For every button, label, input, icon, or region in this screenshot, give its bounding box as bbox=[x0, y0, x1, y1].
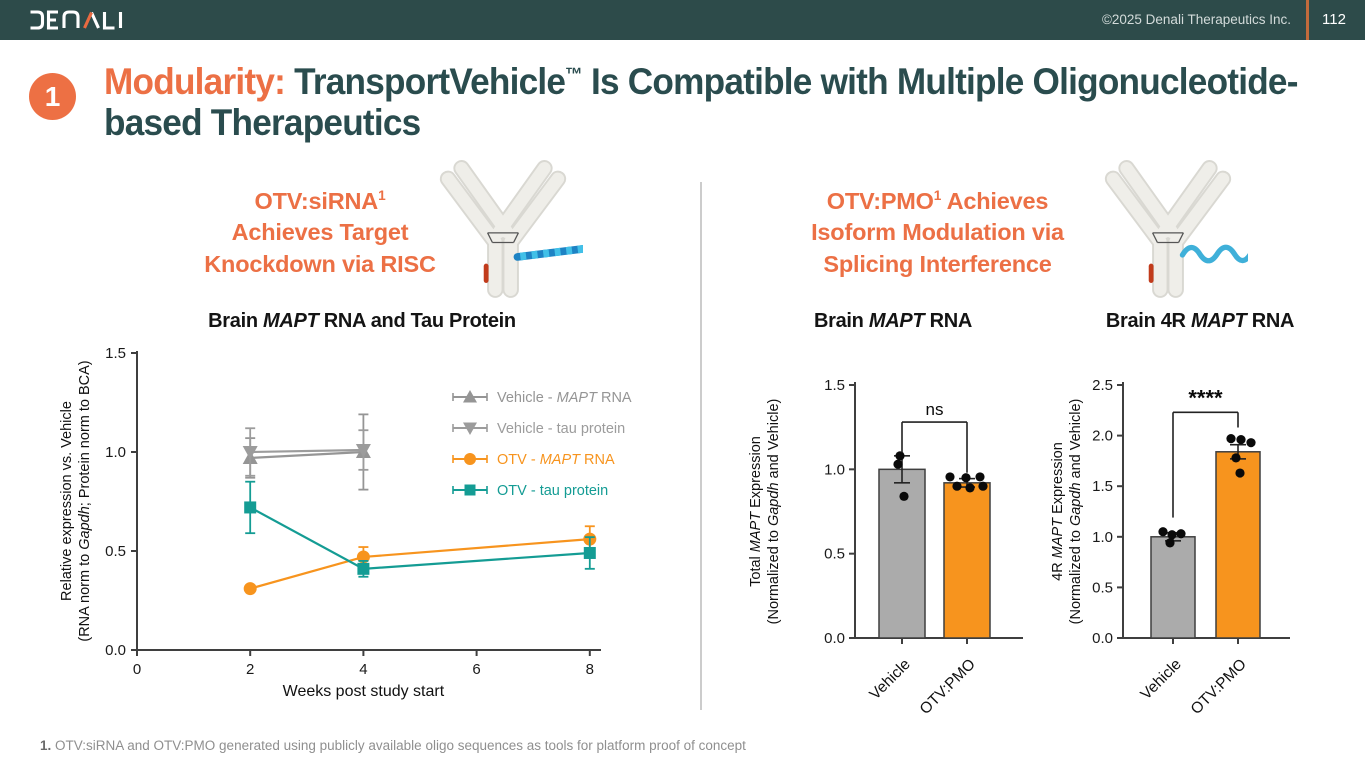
bar-chart-4r-mapt: 0.0 0.5 1.0 1.5 2.0 2.5 4R MAPT Expression (Nor… bbox=[1050, 332, 1360, 724]
bar-chart-total-mapt: 0.0 0.5 1.0 1.5 Total MAPT Expression (Normal… bbox=[735, 332, 1035, 724]
line-chart: 0 2 4 6 8 0.0 0.5 1.0 1.5 Weeks post study start R… bbox=[55, 335, 695, 715]
svg-text:Vehicle: Vehicle bbox=[866, 656, 913, 703]
antibody-pmo-icon bbox=[1088, 152, 1253, 304]
svg-text:1.5: 1.5 bbox=[824, 377, 845, 394]
svg-text:Vehicle - MAPT RNA: Vehicle - MAPT RNA bbox=[497, 390, 632, 406]
panel-divider bbox=[700, 182, 702, 710]
svg-text:0.0: 0.0 bbox=[105, 642, 126, 659]
footnote: 1. OTV:siRNA and OTV:PMO generated using… bbox=[40, 738, 746, 753]
svg-text:OTV:PMO: OTV:PMO bbox=[1188, 656, 1250, 718]
header-bar: ©2025 Denali Therapeutics Inc. 112 bbox=[0, 0, 1365, 40]
left-panel-heading: OTV:siRNA1 Achieves Target Knockdown via… bbox=[155, 186, 485, 280]
title-main: TransportVehicle bbox=[285, 61, 566, 102]
svg-text:Relative expression vs. Vehicl: Relative expression vs. Vehicle bbox=[59, 401, 75, 601]
title-rest: Is Compatible with Multiple Oligonucleot… bbox=[104, 61, 1298, 144]
svg-text:2.0: 2.0 bbox=[1092, 428, 1113, 445]
left-heading-footnote-ref: 1 bbox=[378, 188, 386, 204]
left-heading-line1: OTV:siRNA bbox=[254, 188, 379, 214]
svg-text:****: **** bbox=[1188, 385, 1223, 410]
svg-text:(RNA norm to Gapdh; Protein no: (RNA norm to Gapdh; Protein norm to BCA) bbox=[77, 360, 93, 641]
svg-text:1.0: 1.0 bbox=[1092, 529, 1113, 546]
footnote-text: OTV:siRNA and OTV:PMO generated using pu… bbox=[51, 738, 746, 753]
svg-text:0.0: 0.0 bbox=[824, 630, 845, 647]
antibody-sirna-icon bbox=[423, 152, 591, 304]
right-heading-footnote-ref: 1 bbox=[933, 188, 942, 204]
line-chart-title: Brain MAPT RNA and Tau Protein bbox=[208, 310, 516, 332]
svg-text:OTV:PMO: OTV:PMO bbox=[917, 656, 979, 718]
svg-text:ns: ns bbox=[926, 400, 944, 419]
right-heading-line1: OTV:PMO bbox=[826, 188, 934, 214]
right-heading-line1-rest: Achieves bbox=[941, 188, 1049, 214]
svg-text:8: 8 bbox=[586, 661, 594, 678]
svg-text:6: 6 bbox=[472, 661, 480, 678]
svg-text:1.0: 1.0 bbox=[824, 461, 845, 478]
header-divider bbox=[1306, 0, 1309, 40]
svg-text:Vehicle - tau protein: Vehicle - tau protein bbox=[497, 421, 625, 437]
svg-text:0.5: 0.5 bbox=[824, 546, 845, 563]
right-heading-line3: Splicing Interference bbox=[823, 250, 1052, 277]
copyright-text: ©2025 Denali Therapeutics Inc. bbox=[1101, 12, 1291, 27]
svg-text:0.0: 0.0 bbox=[1092, 630, 1113, 647]
left-heading-line2: Achieves Target bbox=[231, 219, 409, 246]
svg-text:4: 4 bbox=[359, 661, 367, 678]
svg-text:0.5: 0.5 bbox=[105, 543, 126, 560]
svg-text:1.0: 1.0 bbox=[105, 444, 126, 461]
svg-text:Total MAPT Expression: Total MAPT Expression bbox=[748, 436, 764, 587]
svg-text:OTV - tau protein: OTV - tau protein bbox=[497, 483, 608, 499]
left-heading-line3: Knockdown via RISC bbox=[204, 250, 436, 277]
svg-text:1.5: 1.5 bbox=[1092, 478, 1113, 495]
svg-text:2.5: 2.5 bbox=[1092, 377, 1113, 394]
slide-title: Modularity: TransportVehicle™ Is Compati… bbox=[104, 61, 1301, 144]
title-highlight: Modularity: bbox=[104, 61, 286, 102]
page-number: 112 bbox=[1322, 11, 1346, 28]
trademark-symbol: ™ bbox=[565, 63, 583, 85]
svg-text:2: 2 bbox=[246, 661, 254, 678]
svg-text:Weeks post study start: Weeks post study start bbox=[283, 683, 445, 700]
right-heading-line2: Isoform Modulation via bbox=[811, 219, 1064, 246]
svg-text:(Normalized to Gapdh and Vehic: (Normalized to Gapdh and Vehicle) bbox=[1068, 399, 1084, 625]
svg-text:Vehicle: Vehicle bbox=[1137, 656, 1184, 703]
footnote-marker: 1. bbox=[40, 738, 52, 753]
right-panel-heading: OTV:PMO1 Achieves Isoform Modulation via… bbox=[770, 186, 1105, 280]
section-number-badge: 1 bbox=[29, 73, 76, 120]
bar-chart2-title: Brain 4R MAPT RNA bbox=[1105, 310, 1295, 332]
svg-text:1.5: 1.5 bbox=[105, 345, 126, 362]
svg-text:OTV - MAPT RNA: OTV - MAPT RNA bbox=[497, 452, 615, 468]
svg-text:(Normalized to Gapdh and Vehic: (Normalized to Gapdh and Vehicle) bbox=[766, 399, 782, 625]
bar-chart1-title: Brain MAPT RNA bbox=[813, 310, 973, 332]
denali-logo-icon bbox=[30, 10, 123, 30]
svg-text:0: 0 bbox=[133, 661, 141, 678]
svg-text:0.5: 0.5 bbox=[1092, 579, 1113, 596]
svg-text:4R MAPT Expression: 4R MAPT Expression bbox=[1050, 442, 1066, 581]
